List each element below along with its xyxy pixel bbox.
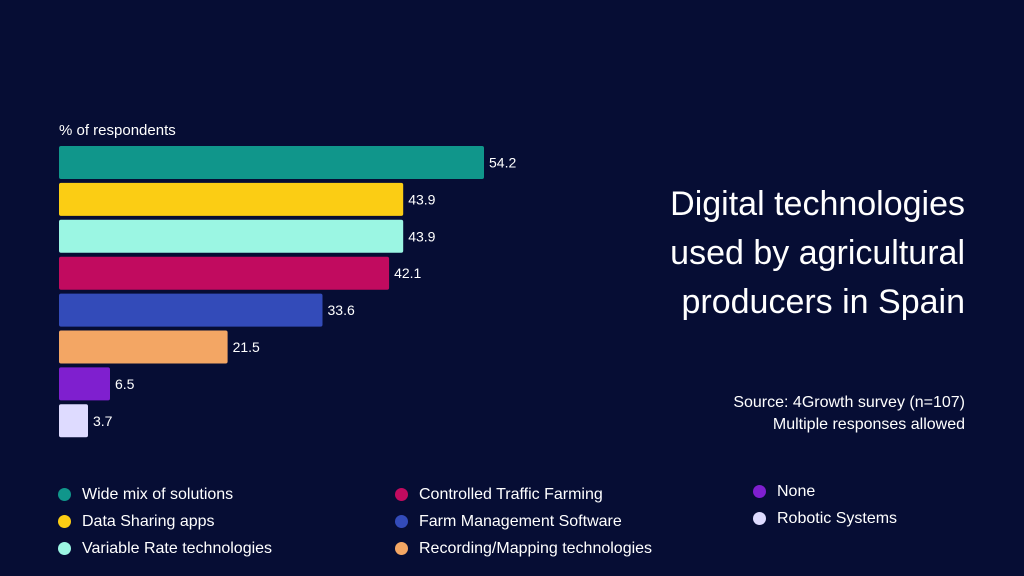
legend-column: None Robotic Systems xyxy=(753,478,897,532)
legend-swatch-icon xyxy=(395,542,408,555)
data-label: 33.6 xyxy=(328,302,355,318)
chart-title: Digital technologies used by agricultura… xyxy=(585,180,965,327)
title-line: used by agricultural xyxy=(670,234,965,272)
source-line: Source: 4Growth survey (n=107) xyxy=(733,394,965,411)
legend-label: Recording/Mapping technologies xyxy=(419,539,653,557)
legend-item: Wide mix of solutions xyxy=(58,481,272,508)
source-note: Source: 4Growth survey (n=107) Multiple … xyxy=(585,392,965,436)
axis-label: % of respondents xyxy=(59,122,176,139)
legend-label: Data Sharing apps xyxy=(82,512,215,530)
bar-variable-rate-technologies xyxy=(59,219,404,253)
legend-column: Controlled Traffic Farming Farm Managemen… xyxy=(395,481,652,562)
legend-item: Data Sharing apps xyxy=(58,508,272,535)
title-line: Digital technologies xyxy=(670,185,965,223)
legend-label: Wide mix of solutions xyxy=(82,485,234,503)
data-label: 43.9 xyxy=(408,228,435,244)
legend-column: Wide mix of solutions Data Sharing apps Va… xyxy=(58,481,272,562)
data-label: 42.1 xyxy=(394,265,421,281)
bar-farm-management-software xyxy=(59,293,323,327)
bar-data-sharing-apps xyxy=(59,182,404,216)
bar-wide-mix-of-solutions xyxy=(59,146,484,179)
legend-item: None xyxy=(753,478,897,505)
legend-swatch-icon xyxy=(753,485,766,498)
legend-swatch-icon xyxy=(58,488,71,501)
legend-swatch-icon xyxy=(395,488,408,501)
data-label: 54.2 xyxy=(489,155,516,171)
legend-label: Variable Rate technologies xyxy=(82,539,273,557)
bar-none xyxy=(59,367,110,401)
source-line: Multiple responses allowed xyxy=(772,416,965,433)
legend-label: None xyxy=(777,482,816,500)
bar-recording-mapping-technologies xyxy=(59,330,228,364)
legend-item: Variable Rate technologies xyxy=(58,535,272,562)
data-label: 6.5 xyxy=(115,376,135,392)
legend-label: Controlled Traffic Farming xyxy=(419,485,603,503)
legend-swatch-icon xyxy=(395,515,408,528)
legend-item: Farm Management Software xyxy=(395,508,652,535)
legend-item: Robotic Systems xyxy=(753,505,897,532)
data-label: 3.7 xyxy=(93,413,113,429)
legend-label: Farm Management Software xyxy=(419,512,622,530)
legend-item: Recording/Mapping technologies xyxy=(395,535,652,562)
legend-item: Controlled Traffic Farming xyxy=(395,481,652,508)
bar-robotic-systems xyxy=(59,404,88,438)
data-label: 21.5 xyxy=(233,339,260,355)
legend-swatch-icon xyxy=(58,542,71,555)
bar-controlled-traffic-farming xyxy=(59,256,390,290)
data-label: 43.9 xyxy=(408,191,435,207)
legend-label: Robotic Systems xyxy=(777,509,898,527)
legend-swatch-icon xyxy=(753,512,766,525)
legend-swatch-icon xyxy=(58,515,71,528)
title-line: producers in Spain xyxy=(681,283,965,321)
